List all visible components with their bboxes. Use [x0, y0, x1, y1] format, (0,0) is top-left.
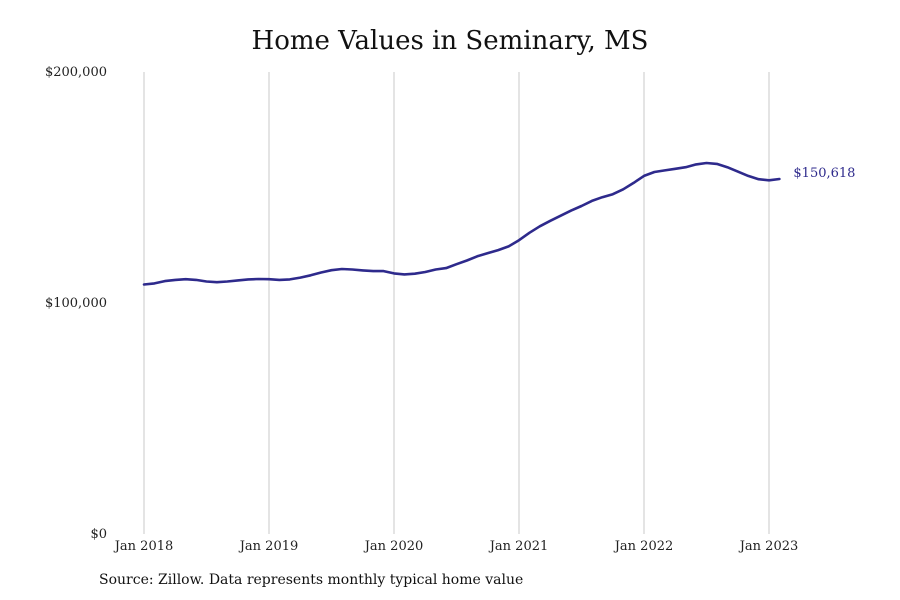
- x-tick-label: Jan 2023: [738, 539, 799, 554]
- series-line: [142, 161, 781, 286]
- x-tick-label: Jan 2020: [363, 539, 424, 554]
- label-layer: $150,618: [793, 166, 855, 181]
- series-layer: [142, 161, 781, 286]
- chart-title: Home Values in Seminary, MS: [251, 26, 649, 56]
- y-tick-label: $0: [90, 527, 107, 542]
- y-axis-ticks: $0 $100,000 $200,000: [45, 65, 107, 542]
- source-note: Source: Zillow. Data represents monthly …: [99, 572, 524, 588]
- x-axis-ticks: Jan 2018 Jan 2019 Jan 2020 Jan 2021 Jan 2022…: [113, 539, 799, 554]
- end-value-label: $150,618: [793, 166, 855, 181]
- x-tick-label: Jan 2018: [113, 539, 174, 554]
- y-tick-label: $100,000: [45, 296, 107, 311]
- x-tick-label: Jan 2019: [238, 539, 299, 554]
- x-tick-label: Jan 2021: [488, 539, 549, 554]
- x-tick-label: Jan 2022: [613, 539, 674, 554]
- y-tick-label: $200,000: [45, 65, 107, 80]
- grid-lines: [143, 72, 770, 534]
